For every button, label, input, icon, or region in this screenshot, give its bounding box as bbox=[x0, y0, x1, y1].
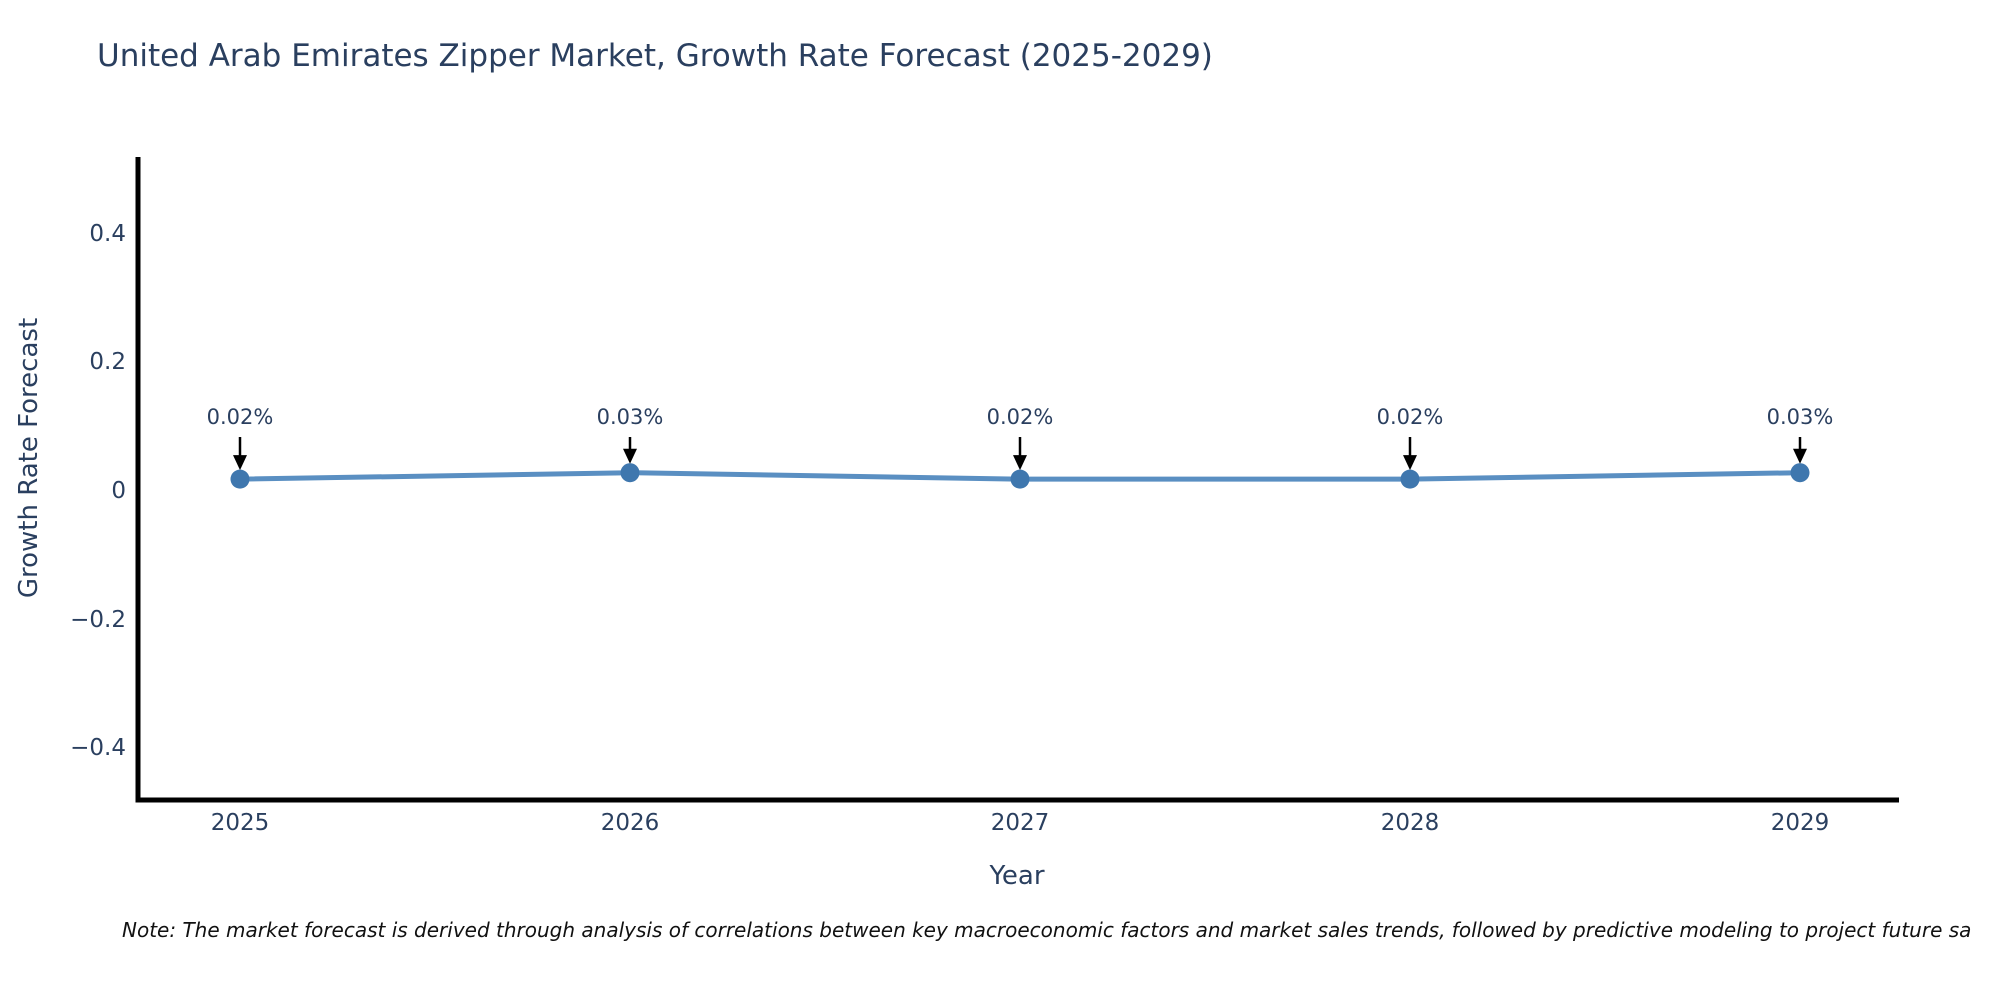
data-point-value-label: 0.02% bbox=[1376, 405, 1444, 429]
data-point-marker bbox=[620, 463, 640, 483]
x-tick-label: 2028 bbox=[1380, 810, 1440, 836]
data-point-value-label: 0.02% bbox=[206, 405, 274, 429]
y-tick-label: −0.2 bbox=[70, 606, 126, 633]
annotation-arrowhead-icon bbox=[1793, 448, 1807, 464]
y-axis-title: Growth Rate Forecast bbox=[14, 317, 44, 599]
data-point-marker bbox=[230, 469, 250, 489]
data-point-marker bbox=[1400, 469, 1420, 489]
annotation-arrowhead-icon bbox=[1403, 455, 1417, 471]
chart-title: United Arab Emirates Zipper Market, Grow… bbox=[97, 38, 1213, 74]
annotation-arrowhead-icon bbox=[233, 455, 247, 471]
annotation-arrowhead-icon bbox=[623, 448, 637, 464]
footnote: Note: The market forecast is derived thr… bbox=[122, 918, 1972, 942]
y-tick-label: 0.4 bbox=[89, 220, 126, 247]
x-tick-label: 2025 bbox=[210, 810, 270, 836]
data-point-value-label: 0.03% bbox=[596, 405, 664, 429]
data-point-value-label: 0.02% bbox=[986, 405, 1054, 429]
x-tick-label: 2027 bbox=[990, 810, 1050, 836]
y-tick-label: −0.4 bbox=[70, 735, 126, 762]
x-tick-label: 2029 bbox=[1770, 810, 1830, 836]
data-point-marker bbox=[1010, 469, 1030, 489]
data-point-marker bbox=[1790, 463, 1810, 483]
annotation-arrowhead-icon bbox=[1013, 455, 1027, 471]
y-tick-label: 0.2 bbox=[89, 349, 126, 376]
y-tick-label: 0 bbox=[111, 478, 126, 504]
data-point-value-label: 0.03% bbox=[1766, 405, 1834, 429]
x-tick-label: 2026 bbox=[600, 810, 660, 836]
x-axis-title: Year bbox=[989, 861, 1045, 891]
